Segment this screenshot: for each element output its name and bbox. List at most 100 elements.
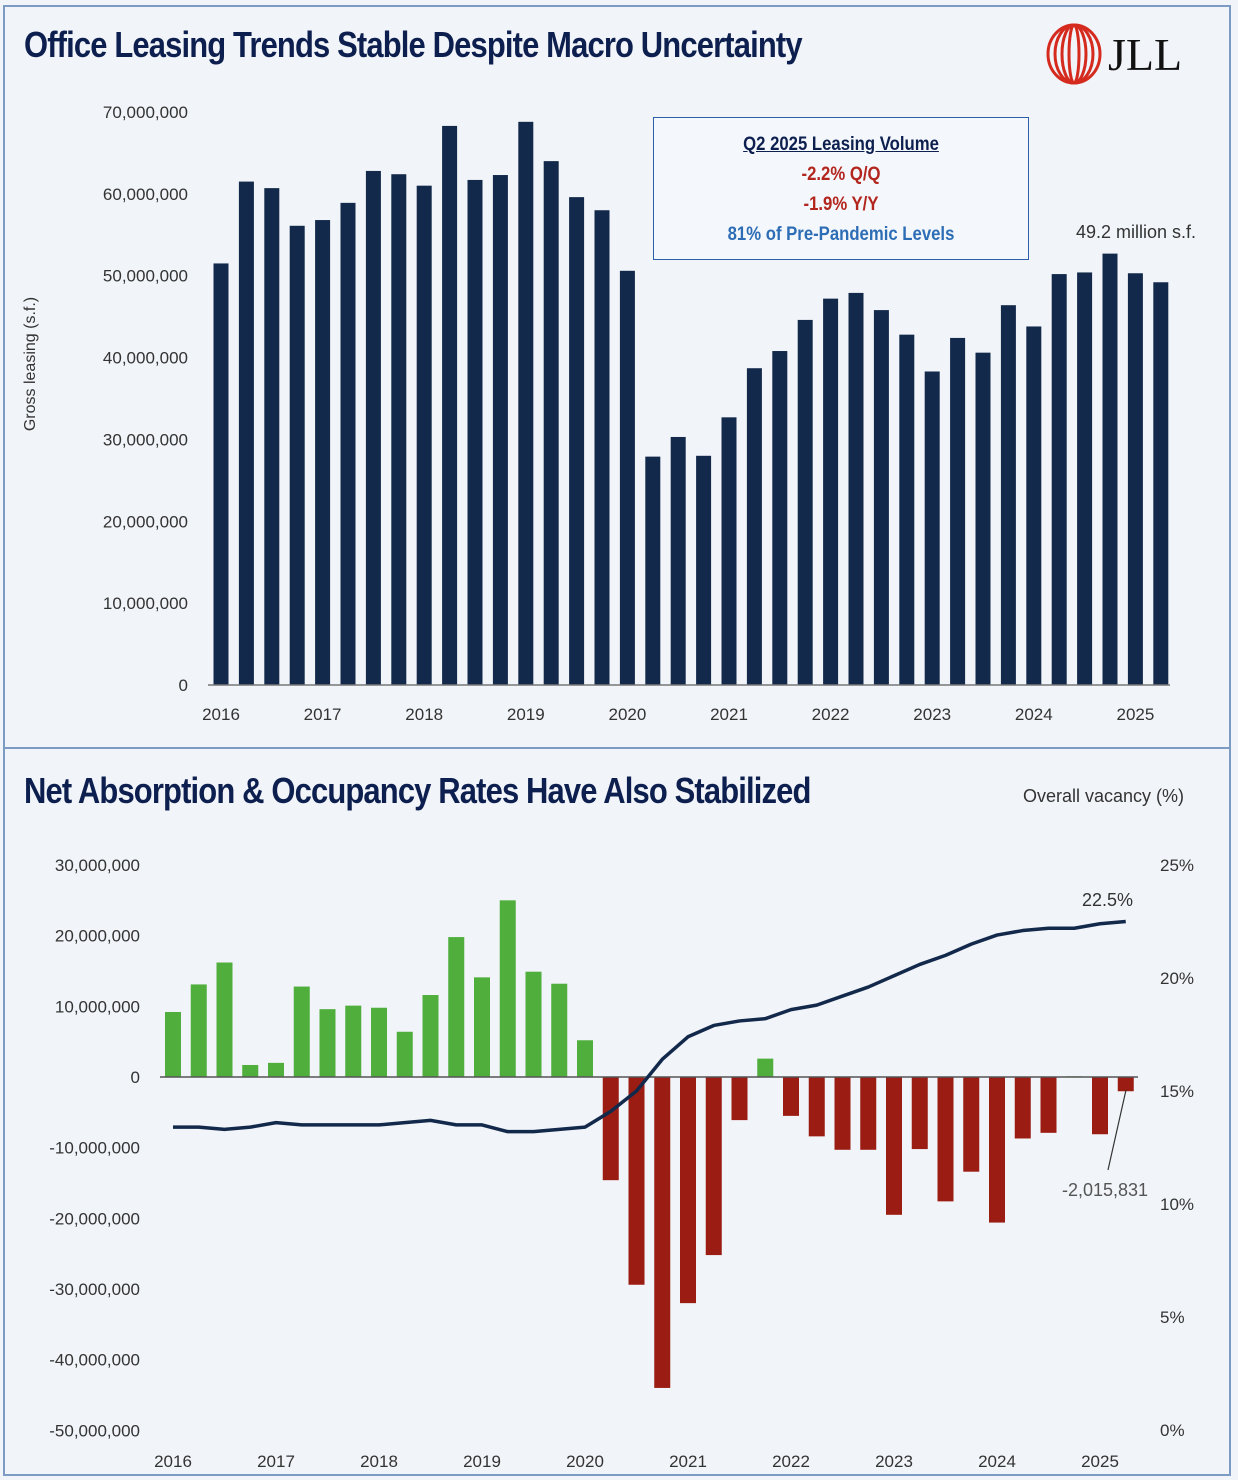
jll-logo: JLL bbox=[1044, 22, 1182, 86]
leasing-bar bbox=[365, 170, 381, 686]
leasing-x-tick: 2020 bbox=[608, 705, 646, 724]
leasing-bar bbox=[518, 121, 534, 685]
absorption-bar-negative bbox=[680, 1077, 696, 1304]
leasing-y-axis-title: Gross leasing (s.f.) bbox=[22, 296, 39, 432]
absorption-bar-negative bbox=[602, 1077, 619, 1181]
absorption-x-tick: 2025 bbox=[1081, 1452, 1119, 1471]
absorption-bar-positive bbox=[216, 962, 233, 1077]
callout-pre-pandemic: 81% of Pre-Pandemic Levels bbox=[727, 224, 955, 245]
absorption-bar-positive bbox=[422, 995, 439, 1077]
leasing-volume-callout: Q2 2025 Leasing Volume -2.2% Q/Q -1.9% Y… bbox=[653, 117, 1029, 260]
absorption-x-tick: 2021 bbox=[669, 1452, 707, 1471]
absorption-bar-negative bbox=[731, 1077, 748, 1121]
absorption-bar-positive bbox=[551, 983, 568, 1077]
absorption-bar-negative bbox=[911, 1077, 928, 1150]
absorption-bar-negative bbox=[705, 1077, 722, 1256]
vacancy-y-tick: 10% bbox=[1160, 1195, 1194, 1214]
vacancy-y-tick: 20% bbox=[1160, 969, 1194, 988]
leasing-bar bbox=[1127, 273, 1143, 685]
leasing-bar bbox=[569, 197, 585, 686]
vacancy-y-tick: 0% bbox=[1160, 1421, 1185, 1440]
absorption-bar-positive bbox=[474, 977, 490, 1077]
absorption-bar-positive bbox=[345, 1005, 362, 1077]
leasing-y-tick: 50,000,000 bbox=[103, 267, 188, 286]
absorption-chart-title: Net Absorption & Occupancy Rates Have Al… bbox=[24, 770, 811, 811]
callout-heading: Q2 2025 Leasing Volume bbox=[743, 134, 939, 155]
leasing-bar bbox=[594, 210, 610, 685]
absorption-bar-negative bbox=[886, 1077, 902, 1215]
absorption-bar-positive bbox=[448, 937, 465, 1077]
absorption-y-tick: 30,000,000 bbox=[55, 856, 140, 875]
absorption-bar-positive bbox=[319, 1009, 336, 1077]
leasing-bar bbox=[645, 456, 661, 685]
vacancy-y-tick: 25% bbox=[1160, 856, 1194, 875]
leasing-bar bbox=[264, 188, 280, 685]
leasing-bar bbox=[1000, 305, 1016, 685]
leasing-bar bbox=[467, 179, 483, 686]
absorption-x-tick: 2016 bbox=[154, 1452, 192, 1471]
jll-logo-text: JLL bbox=[1108, 28, 1183, 80]
leasing-bar bbox=[1026, 326, 1042, 685]
leasing-bar bbox=[1102, 253, 1118, 685]
leasing-y-tick: 10,000,000 bbox=[103, 594, 188, 613]
leasing-y-tick: 20,000,000 bbox=[103, 512, 188, 531]
vacancy-axis-title: Overall vacancy (%) bbox=[1023, 786, 1185, 806]
latest-leasing-label: 49.2 million s.f. bbox=[1076, 222, 1197, 242]
leasing-y-tick: 40,000,000 bbox=[103, 349, 188, 368]
leasing-bar bbox=[848, 292, 864, 685]
absorption-y-tick: -20,000,000 bbox=[49, 1209, 140, 1228]
absorption-y-tick: -40,000,000 bbox=[49, 1351, 140, 1370]
absorption-bar-positive bbox=[242, 1064, 259, 1077]
absorption-bar-positive bbox=[371, 1007, 387, 1077]
leasing-y-tick: 60,000,000 bbox=[103, 185, 188, 204]
absorption-panel bbox=[3, 747, 1231, 1476]
absorption-bar-positive bbox=[525, 971, 542, 1077]
leasing-bar bbox=[899, 334, 915, 685]
leasing-bar bbox=[1077, 272, 1093, 685]
absorption-x-tick: 2023 bbox=[875, 1452, 913, 1471]
leasing-x-tick: 2024 bbox=[1015, 705, 1053, 724]
leasing-y-tick: 70,000,000 bbox=[103, 103, 188, 122]
leasing-bar bbox=[721, 417, 737, 685]
leasing-x-tick: 2022 bbox=[812, 705, 850, 724]
vacancy-y-tick: 15% bbox=[1160, 1082, 1194, 1101]
absorption-bar-negative bbox=[860, 1077, 877, 1150]
absorption-x-tick: 2020 bbox=[566, 1452, 604, 1471]
leasing-x-tick: 2023 bbox=[913, 705, 951, 724]
leasing-x-tick: 2017 bbox=[304, 705, 342, 724]
leasing-x-tick: 2018 bbox=[405, 705, 443, 724]
absorption-bar-negative bbox=[1040, 1077, 1057, 1133]
absorption-bar-negative bbox=[783, 1077, 799, 1116]
callout-qoq: -2.2% Q/Q bbox=[801, 164, 881, 185]
absorption-bar-positive bbox=[757, 1058, 774, 1077]
leasing-bar bbox=[391, 174, 407, 685]
absorption-bar-positive bbox=[165, 1011, 181, 1077]
absorption-bar-negative bbox=[1092, 1077, 1108, 1135]
vacancy-line bbox=[173, 919, 1126, 1134]
leasing-bar bbox=[619, 270, 635, 685]
absorption-bar-negative bbox=[628, 1077, 645, 1285]
leasing-x-tick: 2025 bbox=[1116, 705, 1154, 724]
leasing-y-tick: 30,000,000 bbox=[103, 430, 188, 449]
absorption-bar-negative bbox=[937, 1077, 954, 1202]
absorption-bar-positive bbox=[499, 900, 516, 1077]
absorption-bar-negative bbox=[654, 1077, 671, 1388]
leasing-bar bbox=[950, 337, 966, 685]
leasing-bar bbox=[213, 263, 229, 685]
leasing-bar bbox=[492, 175, 508, 685]
absorption-bar-negative bbox=[834, 1077, 851, 1150]
leasing-x-tick: 2021 bbox=[710, 705, 748, 724]
latest-vacancy-label: 22.5% bbox=[1082, 890, 1134, 910]
absorption-y-tick: -50,000,000 bbox=[49, 1421, 140, 1440]
vacancy-y-tick: 5% bbox=[1160, 1308, 1185, 1327]
leasing-chart-title: Office Leasing Trends Stable Despite Mac… bbox=[24, 24, 803, 65]
leasing-bar bbox=[823, 298, 839, 685]
absorption-x-tick: 2022 bbox=[772, 1452, 810, 1471]
leasing-bar bbox=[289, 225, 305, 685]
jll-logo-mark-icon bbox=[1046, 23, 1102, 85]
absorption-y-tick: -10,000,000 bbox=[49, 1139, 140, 1158]
leasing-bar bbox=[442, 125, 458, 685]
leasing-y-tick: 0 bbox=[179, 676, 188, 695]
